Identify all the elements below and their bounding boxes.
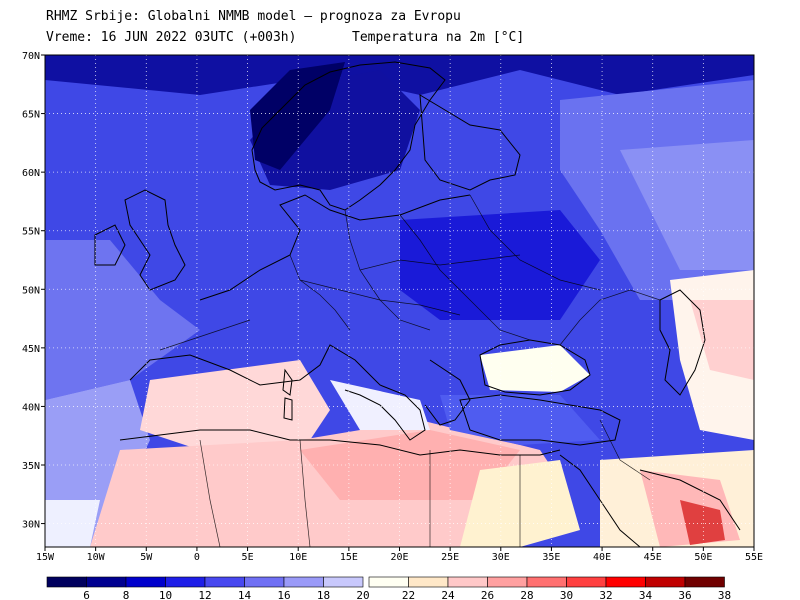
cold-zone-eastern-europe: [400, 210, 600, 320]
lat-label-45N: 45N: [22, 344, 40, 355]
border-3: [399, 214, 531, 341]
turkey-coast: [459, 394, 621, 446]
mild-zone-atlantic: [45, 240, 200, 400]
title-line-2: Vreme: 16 JUN 2022 03UTC (+003h): [46, 30, 297, 45]
lat-label-35N: 35N: [22, 461, 40, 472]
lat-label-50N: 50N: [22, 285, 40, 296]
great-britain-coast: [124, 189, 186, 291]
longitude-labels: 15W 10W 5W 0 5E 10E 15E 20E 25E 30E 35E 40E 45E 50E 55…: [36, 547, 763, 563]
colorbar-label-34: 34: [639, 589, 653, 600]
sardinia-coast: [283, 397, 293, 421]
colorbar-label-20: 20: [356, 589, 369, 600]
border-9: [199, 439, 221, 547]
colorbar-label-24: 24: [441, 589, 455, 600]
lat-label-40N: 40N: [22, 402, 40, 413]
lon-label-30E: 30E: [492, 552, 510, 563]
border-5: [359, 254, 521, 271]
colorbar-label-12: 12: [198, 589, 211, 600]
mild-zone-atlantic-sw: [45, 500, 100, 547]
title-line-3: Temperatura na 2m [°C]: [352, 30, 525, 45]
colorbar-swatch: [204, 576, 245, 588]
border-4: [469, 194, 601, 291]
colorbar-swatch: [165, 576, 206, 588]
colorbar-label-28: 28: [520, 589, 533, 600]
colorbar-swatch: [368, 576, 409, 588]
finland-coast: [419, 94, 521, 191]
colorbar: 6 8 10 12 14 16 18 20 22 24 26 28 30 32 34 36 38: [46, 576, 731, 600]
title-line-1: RHMZ Srbije: Globalni NMMB model — progn…: [46, 9, 461, 24]
lon-label-35E: 35E: [542, 552, 560, 563]
colorbar-swatch: [125, 576, 166, 588]
cold-zone-norway: [250, 62, 345, 170]
lon-label-10E: 10E: [289, 552, 307, 563]
lon-label-20E: 20E: [390, 552, 408, 563]
colorbar-label-6: 6: [83, 589, 90, 600]
black-sea-zone: [480, 345, 590, 392]
very-hot-zone: [680, 500, 725, 545]
lon-label-5E: 5E: [242, 552, 254, 563]
temperature-map: [45, 55, 754, 547]
colorbar-swatch: [566, 576, 607, 588]
colorbar-label-18: 18: [317, 589, 330, 600]
lon-label-45E: 45E: [644, 552, 662, 563]
lat-label-70N: 70N: [22, 51, 40, 62]
lon-label-50E: 50E: [694, 552, 712, 563]
hot-zone-caspian: [690, 300, 754, 380]
lon-label-40E: 40E: [593, 552, 611, 563]
lat-label-55N: 55N: [22, 227, 40, 238]
colorbar-swatch: [447, 576, 488, 588]
black-sea-coast: [479, 339, 591, 396]
colorbar-swatch: [408, 576, 449, 588]
colorbar-label-30: 30: [560, 589, 573, 600]
colorbar-label-22: 22: [402, 589, 415, 600]
colorbar-label-32: 32: [599, 589, 612, 600]
colorbar-swatch: [684, 576, 725, 588]
lon-label-0: 0: [194, 552, 200, 563]
lon-label-15W: 15W: [36, 552, 55, 563]
colorbar-label-10: 10: [159, 589, 172, 600]
north-coast-europe: [199, 194, 471, 301]
colorbar-label-26: 26: [481, 589, 494, 600]
colorbar-swatch: [487, 576, 528, 588]
border-10: [299, 439, 311, 547]
lat-label-65N: 65N: [22, 110, 40, 121]
border-8: [559, 289, 661, 346]
lon-label-5W: 5W: [140, 552, 153, 563]
lon-label-25E: 25E: [441, 552, 459, 563]
colorbar-swatch: [605, 576, 646, 588]
border-1: [289, 254, 351, 331]
colorbar-label-38: 38: [718, 589, 731, 600]
lat-label-30N: 30N: [22, 520, 40, 531]
colorbar-swatch: [46, 576, 87, 588]
colorbar-label-36: 36: [678, 589, 691, 600]
caspian-coast: [659, 289, 706, 396]
colorbar-swatch: [645, 576, 686, 588]
colorbar-label-8: 8: [123, 589, 130, 600]
colorbar-swatch: [526, 576, 567, 588]
colorbar-swatch: [244, 576, 285, 588]
lat-label-60N: 60N: [22, 168, 40, 179]
lon-label-55E: 55E: [745, 552, 763, 563]
balkans-coast: [424, 359, 471, 426]
border-7: [159, 319, 251, 351]
latitude-labels: 70N 65N 60N 55N 50N 45N 40N 35N 30N: [22, 51, 45, 531]
corsica-coast: [282, 368, 293, 396]
border-6: [299, 279, 461, 316]
lon-label-10W: 10W: [87, 552, 106, 563]
border-13: [599, 419, 651, 481]
colorbar-swatch: [283, 576, 324, 588]
south-med-coast: [119, 429, 561, 456]
north-med-coast: [129, 344, 426, 441]
colorbar-label-16: 16: [277, 589, 290, 600]
gulf-coast: [639, 469, 741, 531]
lon-label-15E: 15E: [340, 552, 358, 563]
mild-zone-turkey: [440, 395, 600, 445]
colorbar-swatch: [86, 576, 127, 588]
colorbar-swatch: [323, 576, 364, 588]
ireland-coast: [94, 224, 126, 266]
colorbar-label-14: 14: [238, 589, 252, 600]
country-borders: [159, 194, 661, 547]
